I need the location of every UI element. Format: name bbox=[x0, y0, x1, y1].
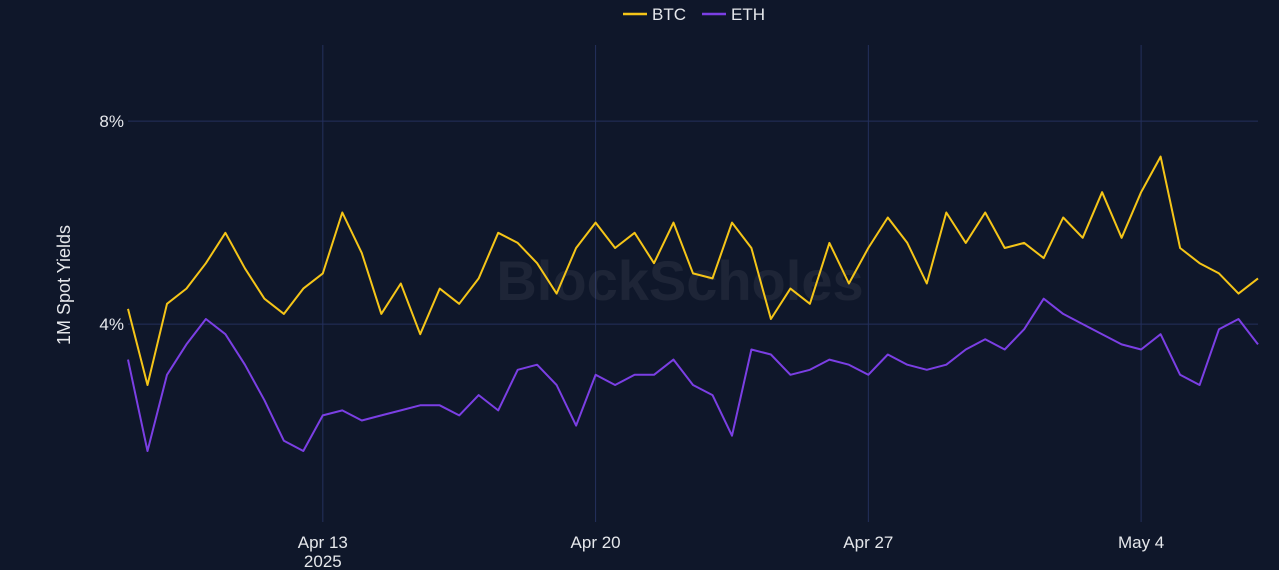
grid-layer bbox=[128, 45, 1258, 522]
x-tick-label: Apr 13 bbox=[298, 533, 348, 552]
x-tick-label: May 4 bbox=[1118, 533, 1164, 552]
watermark: BlockScholes bbox=[496, 249, 863, 312]
legend-label-eth: ETH bbox=[731, 5, 765, 24]
legend[interactable]: BTC ETH bbox=[623, 5, 765, 24]
x-tick-sublabel: 2025 bbox=[304, 552, 342, 570]
legend-item-btc[interactable]: BTC bbox=[623, 5, 686, 24]
y-tick-label: 8% bbox=[99, 112, 124, 131]
y-tick-label: 4% bbox=[99, 315, 124, 334]
series-line-btc bbox=[127, 155, 1259, 386]
series-layer bbox=[127, 155, 1259, 452]
x-tick-label: Apr 27 bbox=[843, 533, 893, 552]
legend-item-eth[interactable]: ETH bbox=[702, 5, 765, 24]
series-line-eth bbox=[127, 297, 1259, 452]
legend-label-btc: BTC bbox=[652, 5, 686, 24]
x-tick-label: Apr 20 bbox=[571, 533, 621, 552]
y-axis-label: 1M Spot Yields bbox=[54, 225, 74, 345]
